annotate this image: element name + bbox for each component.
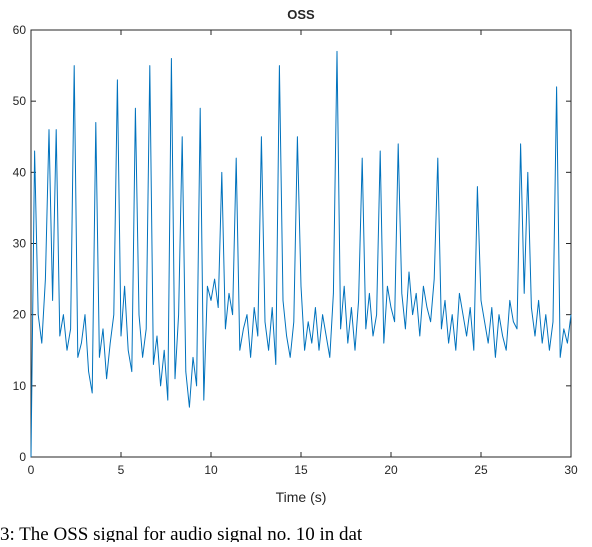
y-tick-label: 50 bbox=[13, 94, 27, 108]
x-tick-label: 25 bbox=[474, 463, 488, 477]
caption: 3: The OSS signal for audio signal no. 1… bbox=[0, 524, 363, 542]
signal-line bbox=[30, 50, 572, 458]
y-tick-label: 40 bbox=[13, 165, 27, 179]
x-tick-label: 15 bbox=[294, 463, 308, 477]
x-axis-label: Time (s) bbox=[276, 489, 327, 505]
y-tick-label: 30 bbox=[13, 237, 27, 251]
x-tick-label: 10 bbox=[204, 463, 218, 477]
y-tick-label: 10 bbox=[13, 379, 27, 393]
y-tick-label: 0 bbox=[19, 450, 26, 464]
x-tick-label: 5 bbox=[118, 463, 125, 477]
x-tick-label: 30 bbox=[564, 463, 578, 477]
axes-box bbox=[30, 29, 572, 458]
y-tick-label: 20 bbox=[13, 308, 27, 322]
x-tick-label: 20 bbox=[384, 463, 398, 477]
chart-title: OSS bbox=[287, 7, 315, 22]
y-tick-label: 60 bbox=[13, 23, 27, 37]
x-tick-label: 0 bbox=[28, 463, 35, 477]
